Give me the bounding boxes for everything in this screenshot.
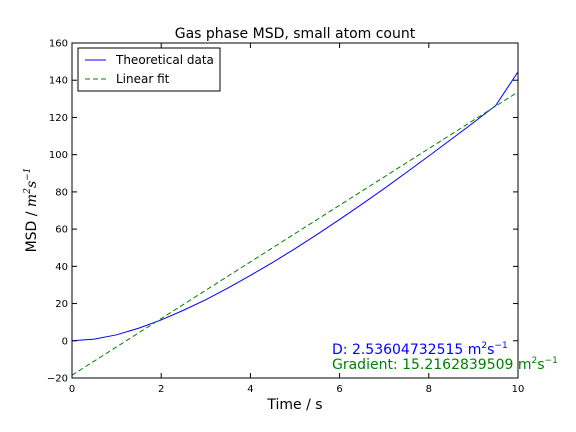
- y-tick-label: 160: [49, 39, 68, 50]
- gradient-annotation: Gradient: 15.2162839509 m2s−1: [332, 356, 558, 373]
- legend-label-theoretical: Theoretical data: [115, 53, 214, 67]
- x-axis-ticks: 0 2 4 6 8 10: [69, 43, 525, 395]
- y-axis-unit-exp-2: −1: [23, 168, 33, 181]
- diffusion-coefficient-annotation: D: 2.53604732515 m2s−1: [332, 341, 508, 358]
- y-tick-label: 40: [55, 262, 68, 273]
- y-axis-title-prefix: MSD /: [24, 207, 40, 252]
- gradient-unit-base-2: s: [537, 357, 544, 373]
- y-axis-unit-base-1: m: [24, 194, 40, 207]
- y-tick-label: 140: [49, 76, 68, 87]
- y-tick-label: 120: [49, 113, 68, 124]
- plot-content: [71, 71, 519, 376]
- x-tick-label: 6: [336, 384, 342, 395]
- gradient-label: Gradient: 15.2162839509: [332, 357, 518, 373]
- x-axis-title: Time / s: [266, 397, 322, 413]
- gradient-unit-exp-2: −1: [545, 356, 558, 366]
- y-tick-label: 20: [55, 299, 68, 310]
- gradient-unit-exp-1: 2: [532, 356, 538, 366]
- diffusion-coefficient-label: D: 2.53604732515: [332, 342, 468, 358]
- plot-frame: [71, 42, 519, 379]
- y-axis-title: MSD / m2s−1: [23, 168, 40, 253]
- y-tick-label: 0: [62, 336, 68, 347]
- y-axis-unit-base-2: s: [24, 181, 40, 188]
- y-axis-ticks: −20 0 20 40 60 80 100 120 140 160: [47, 39, 518, 385]
- legend-box: [77, 47, 221, 92]
- gradient-unit-base-1: m: [518, 357, 532, 373]
- y-tick-label: 100: [49, 150, 68, 161]
- x-tick-label: 2: [158, 384, 164, 395]
- y-tick-label: −20: [47, 374, 68, 385]
- y-axis-unit-exp-1: 2: [23, 188, 33, 195]
- diffusion-unit-base-1: m: [468, 342, 482, 358]
- diffusion-unit-exp-1: 2: [481, 341, 487, 351]
- x-tick-label: 4: [247, 384, 253, 395]
- diffusion-unit-exp-2: −1: [494, 341, 507, 351]
- y-tick-label: 80: [55, 187, 68, 198]
- diffusion-unit-base-2: s: [487, 342, 494, 358]
- x-tick-label: 10: [512, 384, 525, 395]
- x-tick-label: 0: [69, 384, 75, 395]
- legend: Theoretical data Linear fit: [77, 47, 221, 92]
- x-tick-label: 8: [426, 384, 432, 395]
- legend-label-linear-fit: Linear fit: [116, 72, 170, 86]
- series-line-0: [71, 71, 519, 342]
- y-tick-label: 60: [55, 225, 68, 236]
- series-line-1: [71, 91, 519, 376]
- chart-title: Gas phase MSD, small atom count: [175, 26, 416, 42]
